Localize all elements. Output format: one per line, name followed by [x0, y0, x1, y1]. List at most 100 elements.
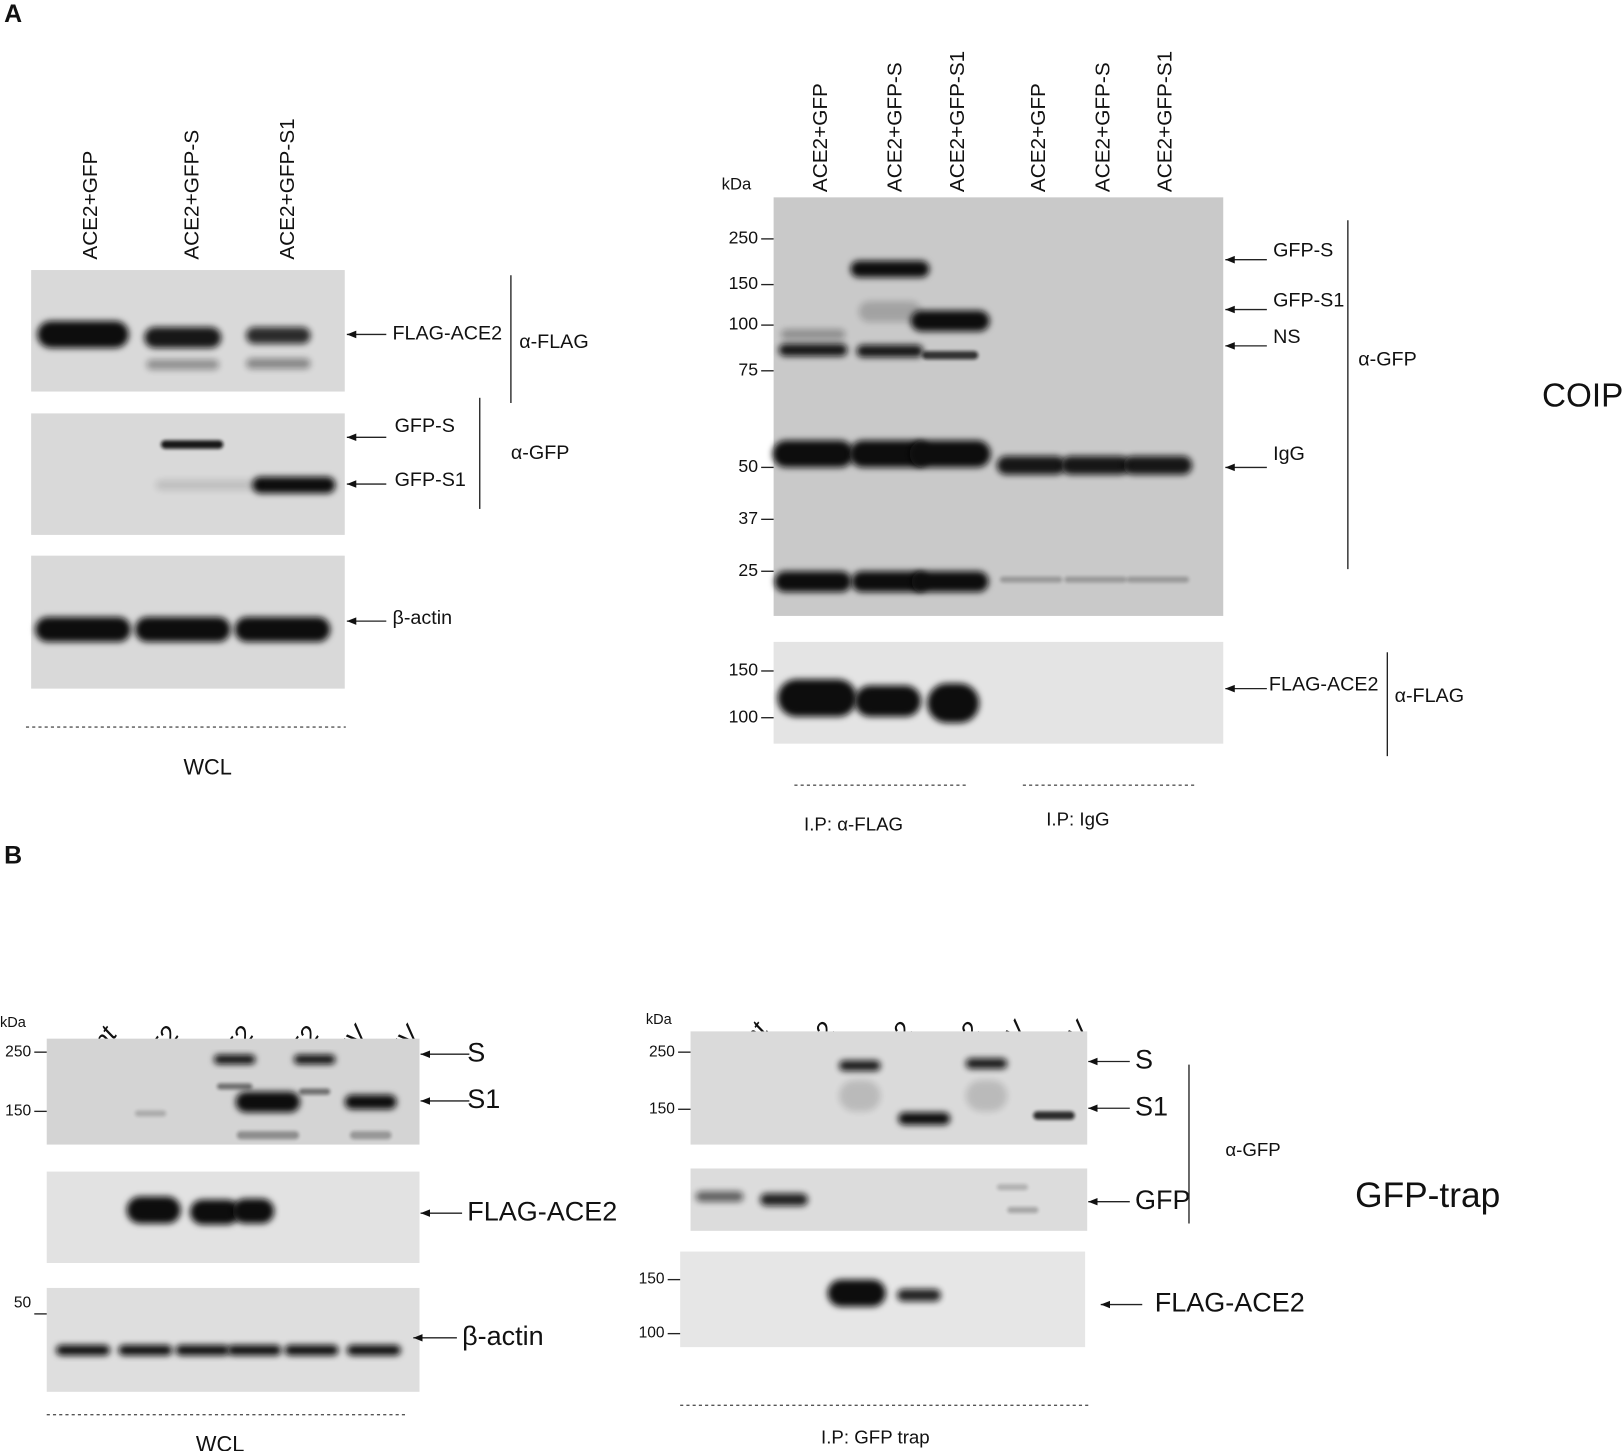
band [996, 1184, 1029, 1191]
band [897, 1288, 941, 1302]
marker-label: 150 [649, 1100, 675, 1117]
band-label: NS [1273, 326, 1300, 348]
band [349, 1131, 392, 1140]
band [1123, 455, 1193, 475]
band-label: β-actin [393, 607, 453, 629]
band [760, 1193, 808, 1206]
marker-label: 250 [649, 1043, 675, 1060]
blot [46, 1287, 420, 1392]
marker-label: 25 [738, 560, 758, 580]
band [118, 1345, 173, 1356]
band [1061, 455, 1130, 475]
band [246, 358, 311, 369]
band [146, 359, 220, 370]
band [1007, 1206, 1039, 1214]
band [299, 1088, 331, 1095]
band [856, 344, 924, 358]
band [1033, 1111, 1075, 1120]
band [922, 351, 979, 360]
marker-label: 75 [738, 359, 758, 379]
blot [690, 1031, 1088, 1145]
lane-label: ACE2+GFP-S1 [946, 51, 969, 192]
antibody-label: α-FLAG [1395, 685, 1464, 707]
band [227, 1345, 282, 1356]
unit-label: kDa [722, 174, 752, 193]
band [927, 683, 980, 723]
band [246, 327, 311, 344]
unit-label: kDa [0, 1015, 27, 1031]
band [777, 679, 857, 717]
band [774, 571, 852, 593]
marker-label: 250 [5, 1043, 31, 1060]
band [772, 440, 854, 468]
band [839, 1080, 881, 1112]
side-label: GFP-trap [1355, 1176, 1500, 1215]
band [284, 1345, 339, 1356]
band [965, 1058, 1008, 1069]
band [252, 476, 336, 494]
marker-label: 150 [729, 660, 759, 680]
band [999, 576, 1063, 583]
band [780, 329, 846, 340]
group-label: I.P: IgG [1046, 808, 1109, 829]
marker-label: 100 [639, 1325, 665, 1342]
band [236, 1131, 300, 1140]
marker-label: 37 [738, 508, 758, 528]
band [155, 479, 260, 491]
band [346, 1345, 401, 1356]
band-label: IgG [1273, 443, 1305, 465]
band-label: GFP-S1 [395, 469, 466, 491]
band-label: S [467, 1037, 485, 1067]
antibody-label: α-GFP [511, 442, 570, 464]
marker-label: 150 [5, 1102, 31, 1119]
antibody-label: α-FLAG [519, 331, 588, 353]
band [854, 685, 922, 717]
band-label: β-actin [462, 1321, 544, 1351]
band [235, 1091, 301, 1113]
lane-label: ACE2+GFP [79, 151, 102, 260]
band-label: S [1135, 1045, 1153, 1075]
footer-label: I.P: GFP trap [821, 1426, 930, 1447]
panel-label: A [4, 0, 22, 28]
blot [31, 413, 345, 535]
band [175, 1345, 230, 1356]
footer-label: WCL [183, 754, 231, 779]
marker-label: 50 [738, 456, 758, 476]
band-label: FLAG-ACE2 [467, 1196, 617, 1226]
band [134, 1110, 167, 1117]
footer-label: WCL [196, 1432, 244, 1451]
band [839, 1060, 881, 1071]
band [910, 310, 990, 332]
side-label: COIP [1542, 378, 1622, 415]
blot [46, 1038, 420, 1145]
band [217, 1083, 253, 1090]
panel-label: B [4, 841, 22, 869]
blot [690, 1168, 1088, 1231]
band [909, 440, 991, 468]
band [35, 616, 131, 642]
band [190, 1199, 240, 1225]
band-label: GFP-S1 [1273, 289, 1344, 311]
band [126, 1196, 181, 1224]
blot [773, 197, 1224, 616]
marker-label: 250 [729, 228, 759, 248]
band [850, 260, 930, 278]
lane-label: ACE2+GFP-S1 [276, 118, 299, 259]
band [1126, 576, 1189, 583]
band-label: S1 [467, 1084, 500, 1114]
band [858, 301, 922, 322]
band [344, 1094, 397, 1110]
band [234, 616, 331, 642]
marker-label: 100 [729, 314, 759, 334]
band [898, 1112, 951, 1125]
band-label: GFP [1135, 1185, 1191, 1215]
band [911, 571, 989, 593]
band [965, 1080, 1008, 1112]
band [827, 1279, 886, 1307]
lane-label: ACE2+GFP-S1 [1154, 51, 1177, 192]
marker-label: 100 [729, 706, 759, 726]
band [1064, 576, 1127, 583]
band [37, 320, 129, 348]
band [232, 1198, 275, 1224]
